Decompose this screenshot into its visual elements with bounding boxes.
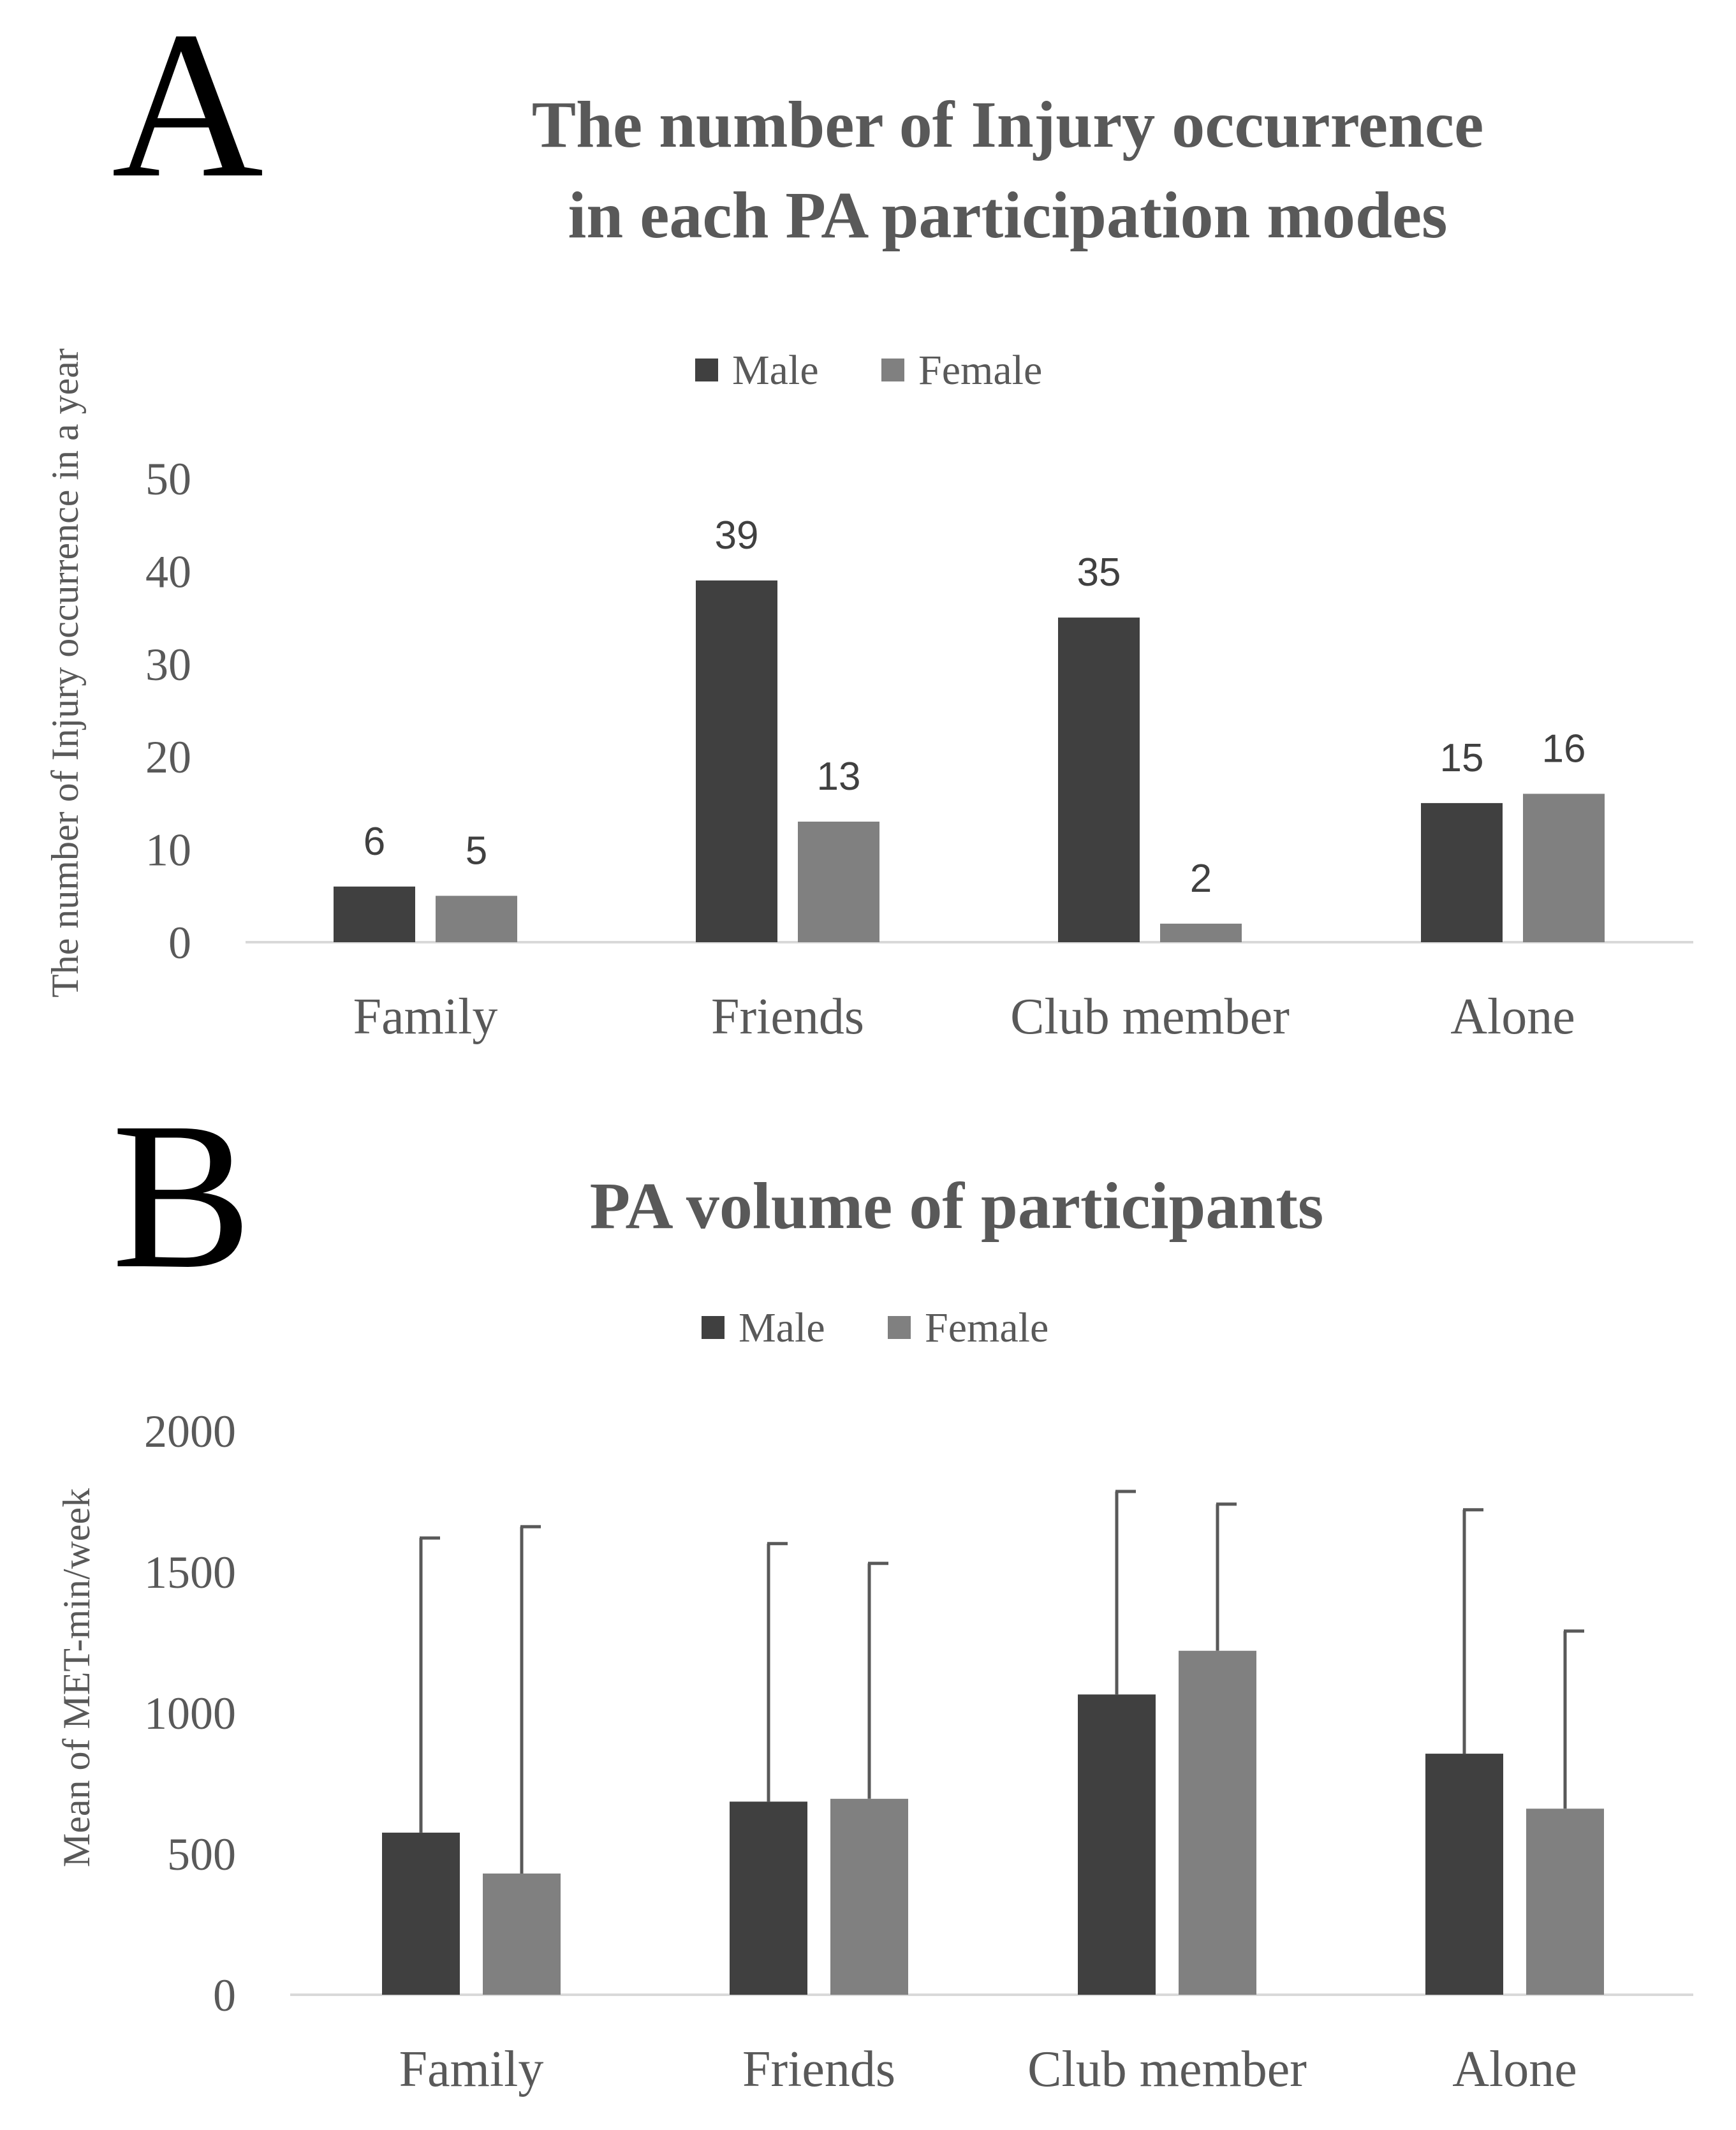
chart-a-data-label-male: 15 [1440, 736, 1484, 780]
chart-a-bar-female [1523, 794, 1605, 942]
panel-letter-b: B [112, 1079, 252, 1312]
panel-letter-a: A [112, 0, 263, 221]
chart-a-data-label-female: 13 [817, 755, 861, 799]
chart-a-data-label-male: 6 [364, 820, 385, 864]
chart-a-y-tick-label: 0 [168, 917, 191, 968]
chart-a-bar-male [334, 886, 415, 942]
chart-a-data-label-male: 35 [1077, 551, 1121, 595]
chart-b-legend-female-label: Female [925, 1305, 1048, 1351]
chart-a-bar-male [696, 580, 777, 942]
chart-a-title-line-1: The number of Injury occurrence [532, 88, 1483, 161]
chart-a-category-label: Alone [1450, 989, 1575, 1045]
chart-a-data-label-male: 39 [715, 514, 759, 558]
chart-b-title: PA volume of participants [590, 1169, 1324, 1243]
chart-b-y-tick-label: 2000 [144, 1406, 236, 1457]
chart-a-bar-male [1421, 802, 1503, 942]
chart-b-y-axis-title: Mean of MET-min/week [55, 1488, 98, 1867]
chart-a-data-label-female: 16 [1542, 727, 1586, 771]
chart-b-bar-male [730, 1801, 807, 1995]
chart-a-y-tick-label: 30 [145, 639, 191, 690]
chart-a-data-label-female: 5 [466, 829, 487, 873]
chart-a-y-tick-label: 10 [145, 825, 191, 876]
chart-b-bar-female [1526, 1808, 1604, 1995]
chart-a-title-line-2: in each PA participation modes [568, 179, 1448, 252]
chart-b-category-label: Family [399, 2041, 544, 2097]
chart-b-legend-female-swatch [888, 1316, 911, 1339]
chart-b-y-tick-label: 500 [167, 1829, 236, 1880]
chart-b-bar-female [1179, 1650, 1256, 1995]
chart-b-legend-male-swatch [702, 1316, 725, 1339]
chart-a-plot: 0 10 20 30 40 50 Family Friends Club member Alone… [145, 454, 1693, 1045]
chart-b-y-tick-label: 0 [213, 1970, 236, 2021]
chart-a-y-axis-title: The number of Injury occurrence in a yea… [44, 348, 86, 998]
chart-a-bar-female [798, 821, 879, 942]
chart-b-bar-male [382, 1832, 460, 1995]
chart-a-bar-male [1058, 618, 1140, 942]
chart-a-bar-female [1160, 923, 1242, 942]
chart-b: B PA volume of participants Male Female … [55, 1079, 1693, 2097]
chart-a-legend-male-label: Male [732, 347, 819, 394]
chart-b-category-label: Club member [1027, 2041, 1307, 2097]
chart-a-data-label-female: 2 [1190, 857, 1212, 901]
chart-b-plot: 0 500 1000 1500 2000 Family Friends Club member… [144, 1406, 1693, 2097]
chart-b-legend-male-label: Male [739, 1305, 825, 1351]
chart-b-bar-female [830, 1798, 908, 1995]
chart-b-bar-male [1425, 1754, 1503, 1995]
chart-b-y-tick-label: 1000 [144, 1688, 236, 1739]
chart-b-bar-male [1078, 1694, 1156, 1995]
chart-b-bar-female [483, 1873, 561, 1995]
chart-a-bar-female [436, 896, 517, 942]
chart-a-y-tick-label: 20 [145, 732, 191, 783]
chart-a-legend-male-swatch [695, 359, 718, 381]
chart-a-y-tick-label: 40 [145, 546, 191, 597]
chart-a-category-label: Friends [711, 989, 864, 1045]
chart-b-y-tick-label: 1500 [144, 1547, 236, 1598]
chart-b-category-label: Friends [742, 2041, 895, 2097]
chart-a-legend-female-label: Female [918, 347, 1042, 394]
chart-a: A The number of Injury occurrence in eac… [44, 0, 1693, 1045]
chart-a-legend-female-swatch [881, 359, 904, 381]
chart-a-y-tick-label: 50 [145, 454, 191, 505]
chart-b-category-label: Alone [1452, 2041, 1577, 2097]
chart-a-category-label: Club member [1010, 989, 1290, 1045]
chart-a-category-label: Family [353, 989, 498, 1045]
